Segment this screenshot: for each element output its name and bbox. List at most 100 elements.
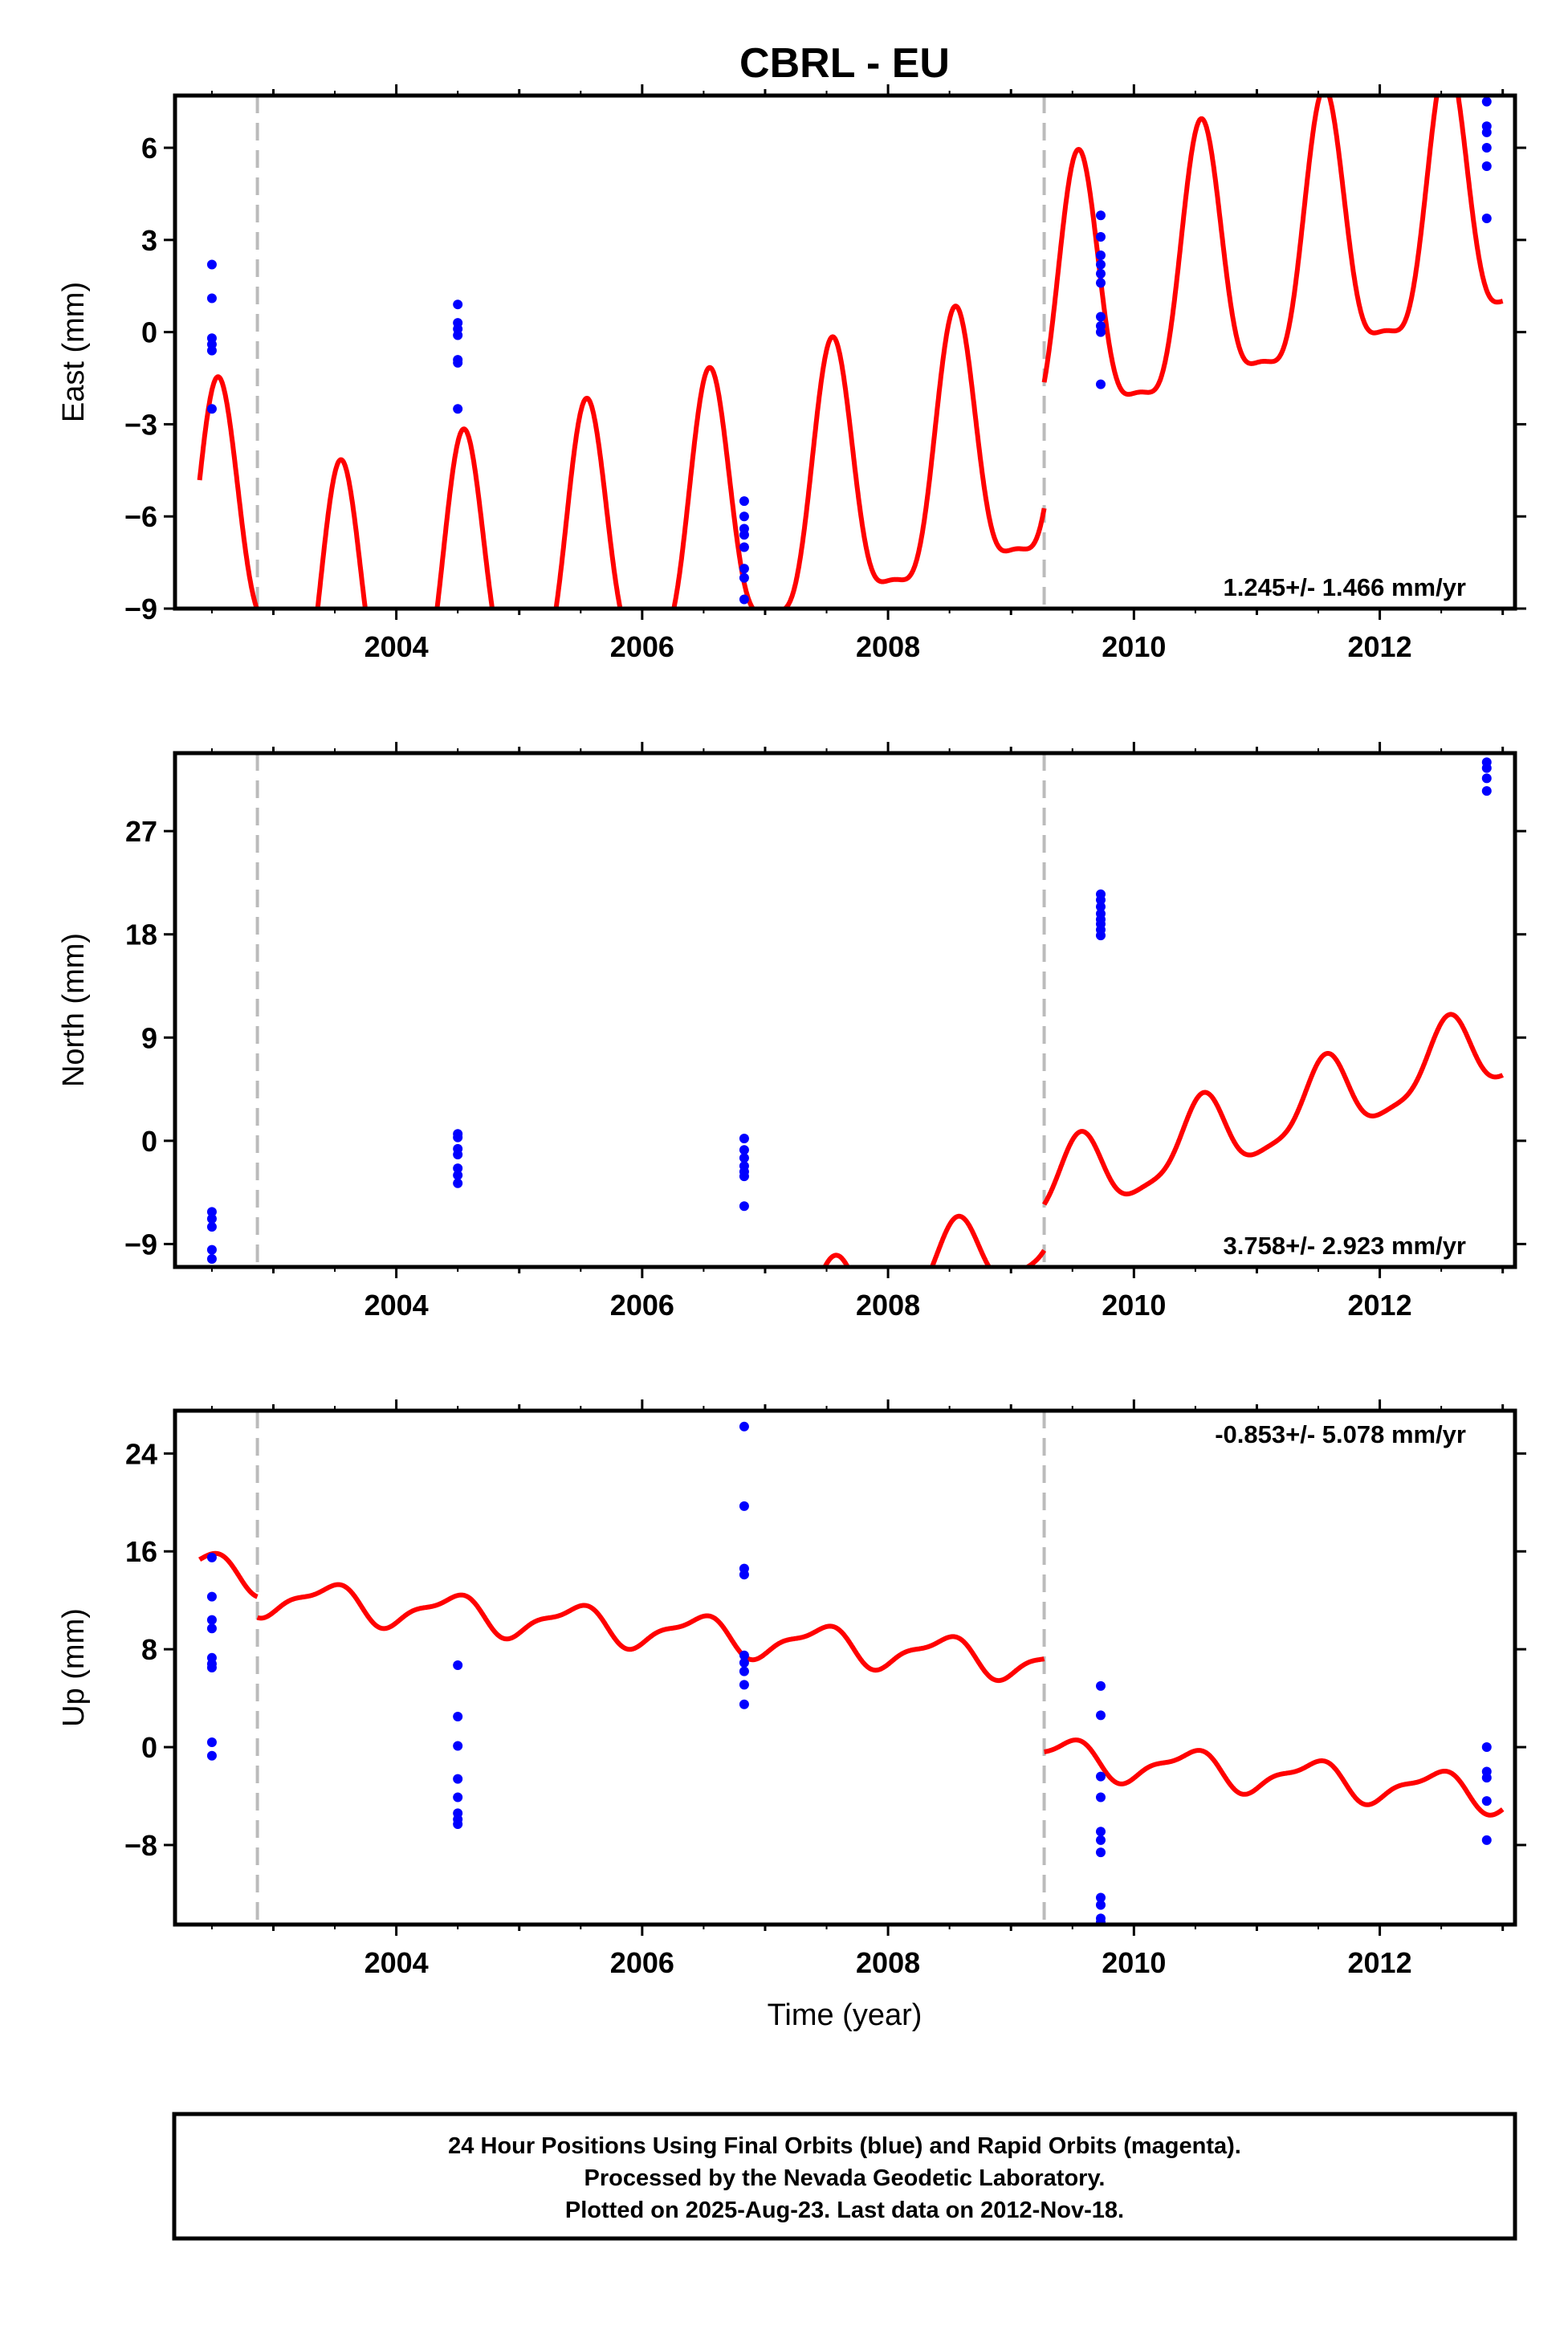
up-data-point [739,1501,749,1511]
east-data-point [453,299,463,310]
east-data-point [1481,143,1492,153]
up-data-point [206,1591,217,1602]
up-data-point [1481,1742,1492,1753]
east-plot-frame [173,93,1517,611]
north-x-tick-label: 2008 [856,1289,920,1322]
footer-line-3: Plotted on 2025-Aug-23. Last data on 201… [565,2198,1124,2223]
north-data-point [1481,786,1492,796]
up-y-tick-label: 0 [141,1731,157,1764]
up-data-point [1481,1773,1492,1783]
north-plot-area [200,757,1505,1434]
up-x-tick-label: 2010 [1102,1946,1166,1979]
east-x-tick-label: 2010 [1102,630,1166,663]
east-y-tick-label: 6 [141,132,157,165]
north-data-point [453,1132,463,1143]
up-y-axis-title: Up (mm) [57,1608,91,1727]
east-rate-label: 1.245+/- 1.466 mm/yr [1224,573,1466,601]
north-data-point [1095,931,1106,941]
north-data-point [1095,902,1106,912]
east-data-point [1095,259,1106,270]
up-data-point [206,1552,217,1562]
up-x-tick-label: 2012 [1348,1946,1412,1979]
east-data-point [739,594,749,605]
up-plot-area [198,1421,1505,1925]
north-data-point [206,1222,217,1232]
up-data-point [739,1421,749,1432]
north-data-point [206,1207,217,1217]
x-axis-title: Time (year) [768,1998,922,2032]
up-data-point [1481,1796,1492,1807]
up-data-point [1095,1680,1106,1691]
east-plot-area [197,96,1505,609]
north-data-point [739,1153,749,1163]
north-data-point [206,1214,217,1224]
east-data-point [739,511,749,522]
north-plot-frame [173,751,1517,1269]
north-model-segment [200,1375,258,1434]
east-data-point [1095,250,1106,260]
up-panel: 2004 2006 2008 2010 2012 −8 0 8 16 24 Up (mm) -0.85… [57,1399,1526,1979]
north-y-tick-label: 0 [141,1125,157,1158]
east-data-point [1095,312,1106,322]
east-panel: 2004 2006 2008 2010 2012 −9 −6 −3 0 3 6 East (mm) 1.… [57,84,1526,663]
east-data-point [1095,210,1106,221]
east-data-point [453,330,463,340]
north-model-segment [822,1213,1047,1267]
east-model-segment [197,374,260,609]
east-x-tick-label: 2006 [610,630,674,663]
figure-title: CBRL - EU [739,40,950,87]
footer-line-1: 24 Hour Positions Using Final Orbits (bl… [448,2133,1241,2159]
north-model-segment [1041,1012,1505,1206]
east-model-segment [1041,96,1505,397]
up-rate-label: -0.853+/- 5.078 mm/yr [1215,1420,1466,1448]
east-data-point [739,496,749,507]
up-x-tick-label: 2008 [856,1946,920,1979]
east-y-tick-label: −9 [124,593,157,625]
east-data-point [1095,278,1106,288]
east-y-tick-label: −3 [124,408,157,441]
up-data-point [1095,1792,1106,1802]
up-data-point [1095,1827,1106,1837]
north-data-point [739,1201,749,1212]
north-data-point [739,1171,749,1182]
east-data-point [1481,161,1492,172]
east-data-point [206,259,217,270]
east-data-point [206,293,217,303]
footer-box: 24 Hour Positions Using Final Orbits (bl… [172,2112,1517,2241]
up-x-tick-label: 2006 [610,1946,674,1979]
north-x-tick-label: 2006 [610,1289,674,1322]
up-model-segment [255,1582,1046,1684]
up-y-tick-label: 16 [125,1535,157,1568]
up-data-point [206,1615,217,1625]
north-data-point [1481,773,1492,784]
up-data-point [739,1570,749,1580]
north-x-tick-label: 2010 [1102,1289,1166,1322]
north-data-point [739,1134,749,1143]
up-data-point [1481,1835,1492,1845]
up-y-tick-label: −8 [124,1829,157,1862]
up-data-point [1095,1900,1106,1910]
footer-line-2: Processed by the Nevada Geodetic Laborat… [584,2165,1106,2191]
up-data-point [453,1819,463,1830]
up-y-tick-label: 24 [125,1437,157,1470]
north-data-point [453,1163,463,1174]
up-y-tick-label: 8 [141,1633,157,1666]
up-data-point [453,1711,463,1721]
up-x-tick-label: 2004 [365,1946,429,1979]
north-y-tick-label: 27 [125,815,157,848]
east-data-point [1095,232,1106,242]
up-data-point [453,1774,463,1784]
north-data-point [739,1145,749,1155]
north-data-point [1481,763,1492,773]
up-data-point [206,1750,217,1761]
north-data-point [206,1244,217,1255]
east-data-point [1095,268,1106,279]
east-y-axis-title: East (mm) [57,282,91,422]
north-data-point [453,1150,463,1159]
north-data-point [453,1178,463,1188]
east-y-tick-label: 3 [141,224,157,257]
up-data-point [453,1660,463,1670]
north-x-tick-label: 2012 [1348,1289,1412,1322]
north-y-tick-label: 9 [141,1021,157,1054]
